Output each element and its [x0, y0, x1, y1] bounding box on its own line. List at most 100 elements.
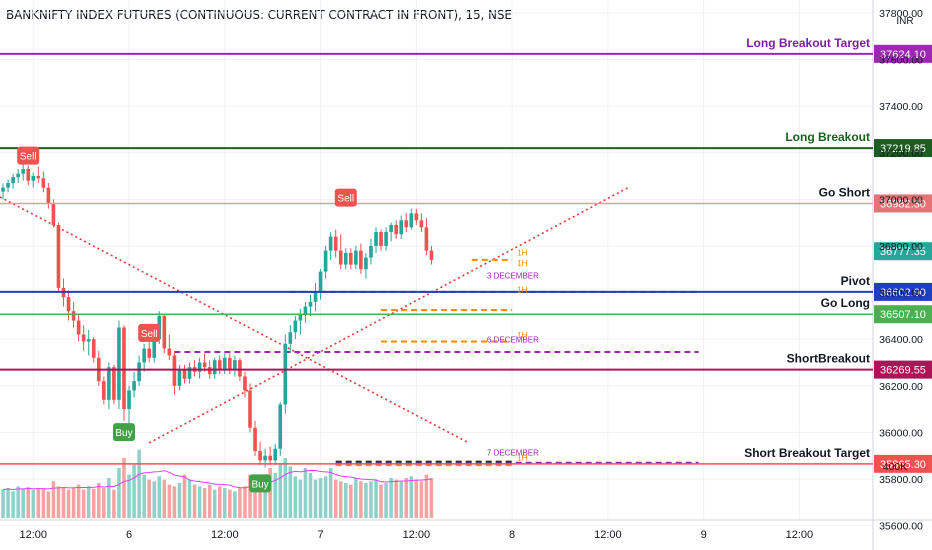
- candle-body[interactable]: [248, 390, 252, 428]
- candle-body[interactable]: [288, 332, 293, 344]
- candle-body[interactable]: [343, 252, 348, 265]
- candle-body[interactable]: [308, 301, 313, 307]
- candle-body[interactable]: [394, 224, 398, 235]
- candle-body[interactable]: [21, 169, 26, 174]
- volume-bar: [122, 458, 126, 518]
- candle-body[interactable]: [359, 250, 363, 270]
- volume-bar: [11, 491, 15, 518]
- candle-body[interactable]: [6, 182, 10, 188]
- candle-body[interactable]: [46, 187, 51, 204]
- candle-body[interactable]: [112, 367, 116, 400]
- timeframe-label: 1H: [517, 331, 527, 340]
- candle-body[interactable]: [182, 369, 187, 379]
- candle-body[interactable]: [86, 339, 91, 342]
- candle-body[interactable]: [207, 367, 212, 375]
- candle-body[interactable]: [333, 236, 338, 251]
- candle-body[interactable]: [36, 176, 41, 179]
- candle-body[interactable]: [212, 360, 217, 375]
- candle-body[interactable]: [313, 292, 318, 302]
- volume-bar: [303, 468, 308, 518]
- candle-body[interactable]: [404, 220, 409, 228]
- candle-body[interactable]: [56, 224, 61, 288]
- candle-body[interactable]: [91, 339, 96, 358]
- candle-body[interactable]: [172, 355, 177, 386]
- candle-body[interactable]: [293, 320, 298, 333]
- buy-signal[interactable]: [112, 423, 135, 442]
- candle-body[interactable]: [298, 313, 303, 321]
- candle-body[interactable]: [81, 334, 86, 342]
- candle-body[interactable]: [369, 245, 373, 258]
- candle-body[interactable]: [11, 177, 15, 183]
- candle-body[interactable]: [16, 173, 20, 178]
- candle-body[interactable]: [384, 231, 388, 246]
- volume-bar: [16, 486, 20, 518]
- sell-signal[interactable]: [334, 188, 357, 207]
- volume-bar: [172, 486, 177, 518]
- volume-bar: [359, 481, 363, 518]
- candle-body[interactable]: [323, 250, 328, 272]
- volume-bar: [66, 489, 71, 518]
- candle-body[interactable]: [424, 227, 429, 251]
- candle-body[interactable]: [177, 369, 182, 386]
- candle-body[interactable]: [429, 250, 434, 260]
- candle-body[interactable]: [41, 178, 46, 188]
- candle-body[interactable]: [197, 362, 202, 372]
- candle-body[interactable]: [283, 343, 288, 405]
- candle-body[interactable]: [51, 203, 56, 225]
- candle-body[interactable]: [152, 339, 157, 358]
- candle-body[interactable]: [202, 362, 207, 368]
- candle-body[interactable]: [147, 348, 152, 358]
- candle-body[interactable]: [167, 348, 172, 356]
- candle-body[interactable]: [217, 360, 222, 370]
- candle-body[interactable]: [278, 404, 283, 449]
- candle-body[interactable]: [379, 231, 383, 246]
- candle-body[interactable]: [76, 320, 81, 335]
- candle-body[interactable]: [132, 381, 136, 391]
- buy-signal[interactable]: [249, 474, 272, 493]
- candle-body[interactable]: [409, 213, 414, 228]
- volume-bar: [132, 464, 136, 518]
- candle-body[interactable]: [268, 455, 272, 461]
- candle-body[interactable]: [263, 455, 267, 461]
- candle-body[interactable]: [399, 220, 404, 235]
- candle-body[interactable]: [187, 367, 192, 379]
- sell-signal[interactable]: [17, 146, 40, 165]
- candle-body[interactable]: [31, 176, 36, 181]
- candle-body[interactable]: [26, 169, 31, 181]
- candle-body[interactable]: [137, 362, 141, 382]
- candle-body[interactable]: [414, 213, 419, 221]
- candle-body[interactable]: [354, 250, 358, 265]
- candle-body[interactable]: [107, 367, 111, 400]
- candle-body[interactable]: [374, 231, 378, 246]
- candle-body[interactable]: [243, 376, 247, 391]
- candle-body[interactable]: [238, 360, 242, 377]
- candle-body[interactable]: [127, 390, 131, 410]
- candle-body[interactable]: [71, 311, 76, 321]
- y-tick-label: 36400.00: [879, 334, 923, 346]
- candle-body[interactable]: [162, 315, 167, 349]
- candle-body[interactable]: [303, 306, 308, 314]
- candle-body[interactable]: [222, 357, 227, 370]
- candle-body[interactable]: [117, 327, 121, 400]
- candle-body[interactable]: [66, 297, 71, 312]
- volume-bar: [429, 478, 434, 518]
- candle-body[interactable]: [233, 360, 237, 370]
- candle-body[interactable]: [419, 220, 424, 228]
- candle-body[interactable]: [253, 427, 257, 452]
- candle-body[interactable]: [389, 224, 393, 232]
- candle-body[interactable]: [142, 348, 146, 363]
- candle-body[interactable]: [364, 257, 368, 270]
- price-tag: [874, 454, 932, 473]
- candle-body[interactable]: [228, 357, 232, 370]
- candle-body[interactable]: [258, 451, 262, 461]
- candle-body[interactable]: [328, 236, 333, 251]
- candle-body[interactable]: [1, 187, 5, 192]
- sell-signal[interactable]: [138, 323, 161, 342]
- candle-body[interactable]: [102, 381, 106, 400]
- candle-body[interactable]: [348, 252, 353, 265]
- candle-body[interactable]: [338, 250, 343, 265]
- candle-body[interactable]: [273, 448, 278, 461]
- candle-body[interactable]: [318, 271, 323, 293]
- candle-body[interactable]: [122, 327, 126, 410]
